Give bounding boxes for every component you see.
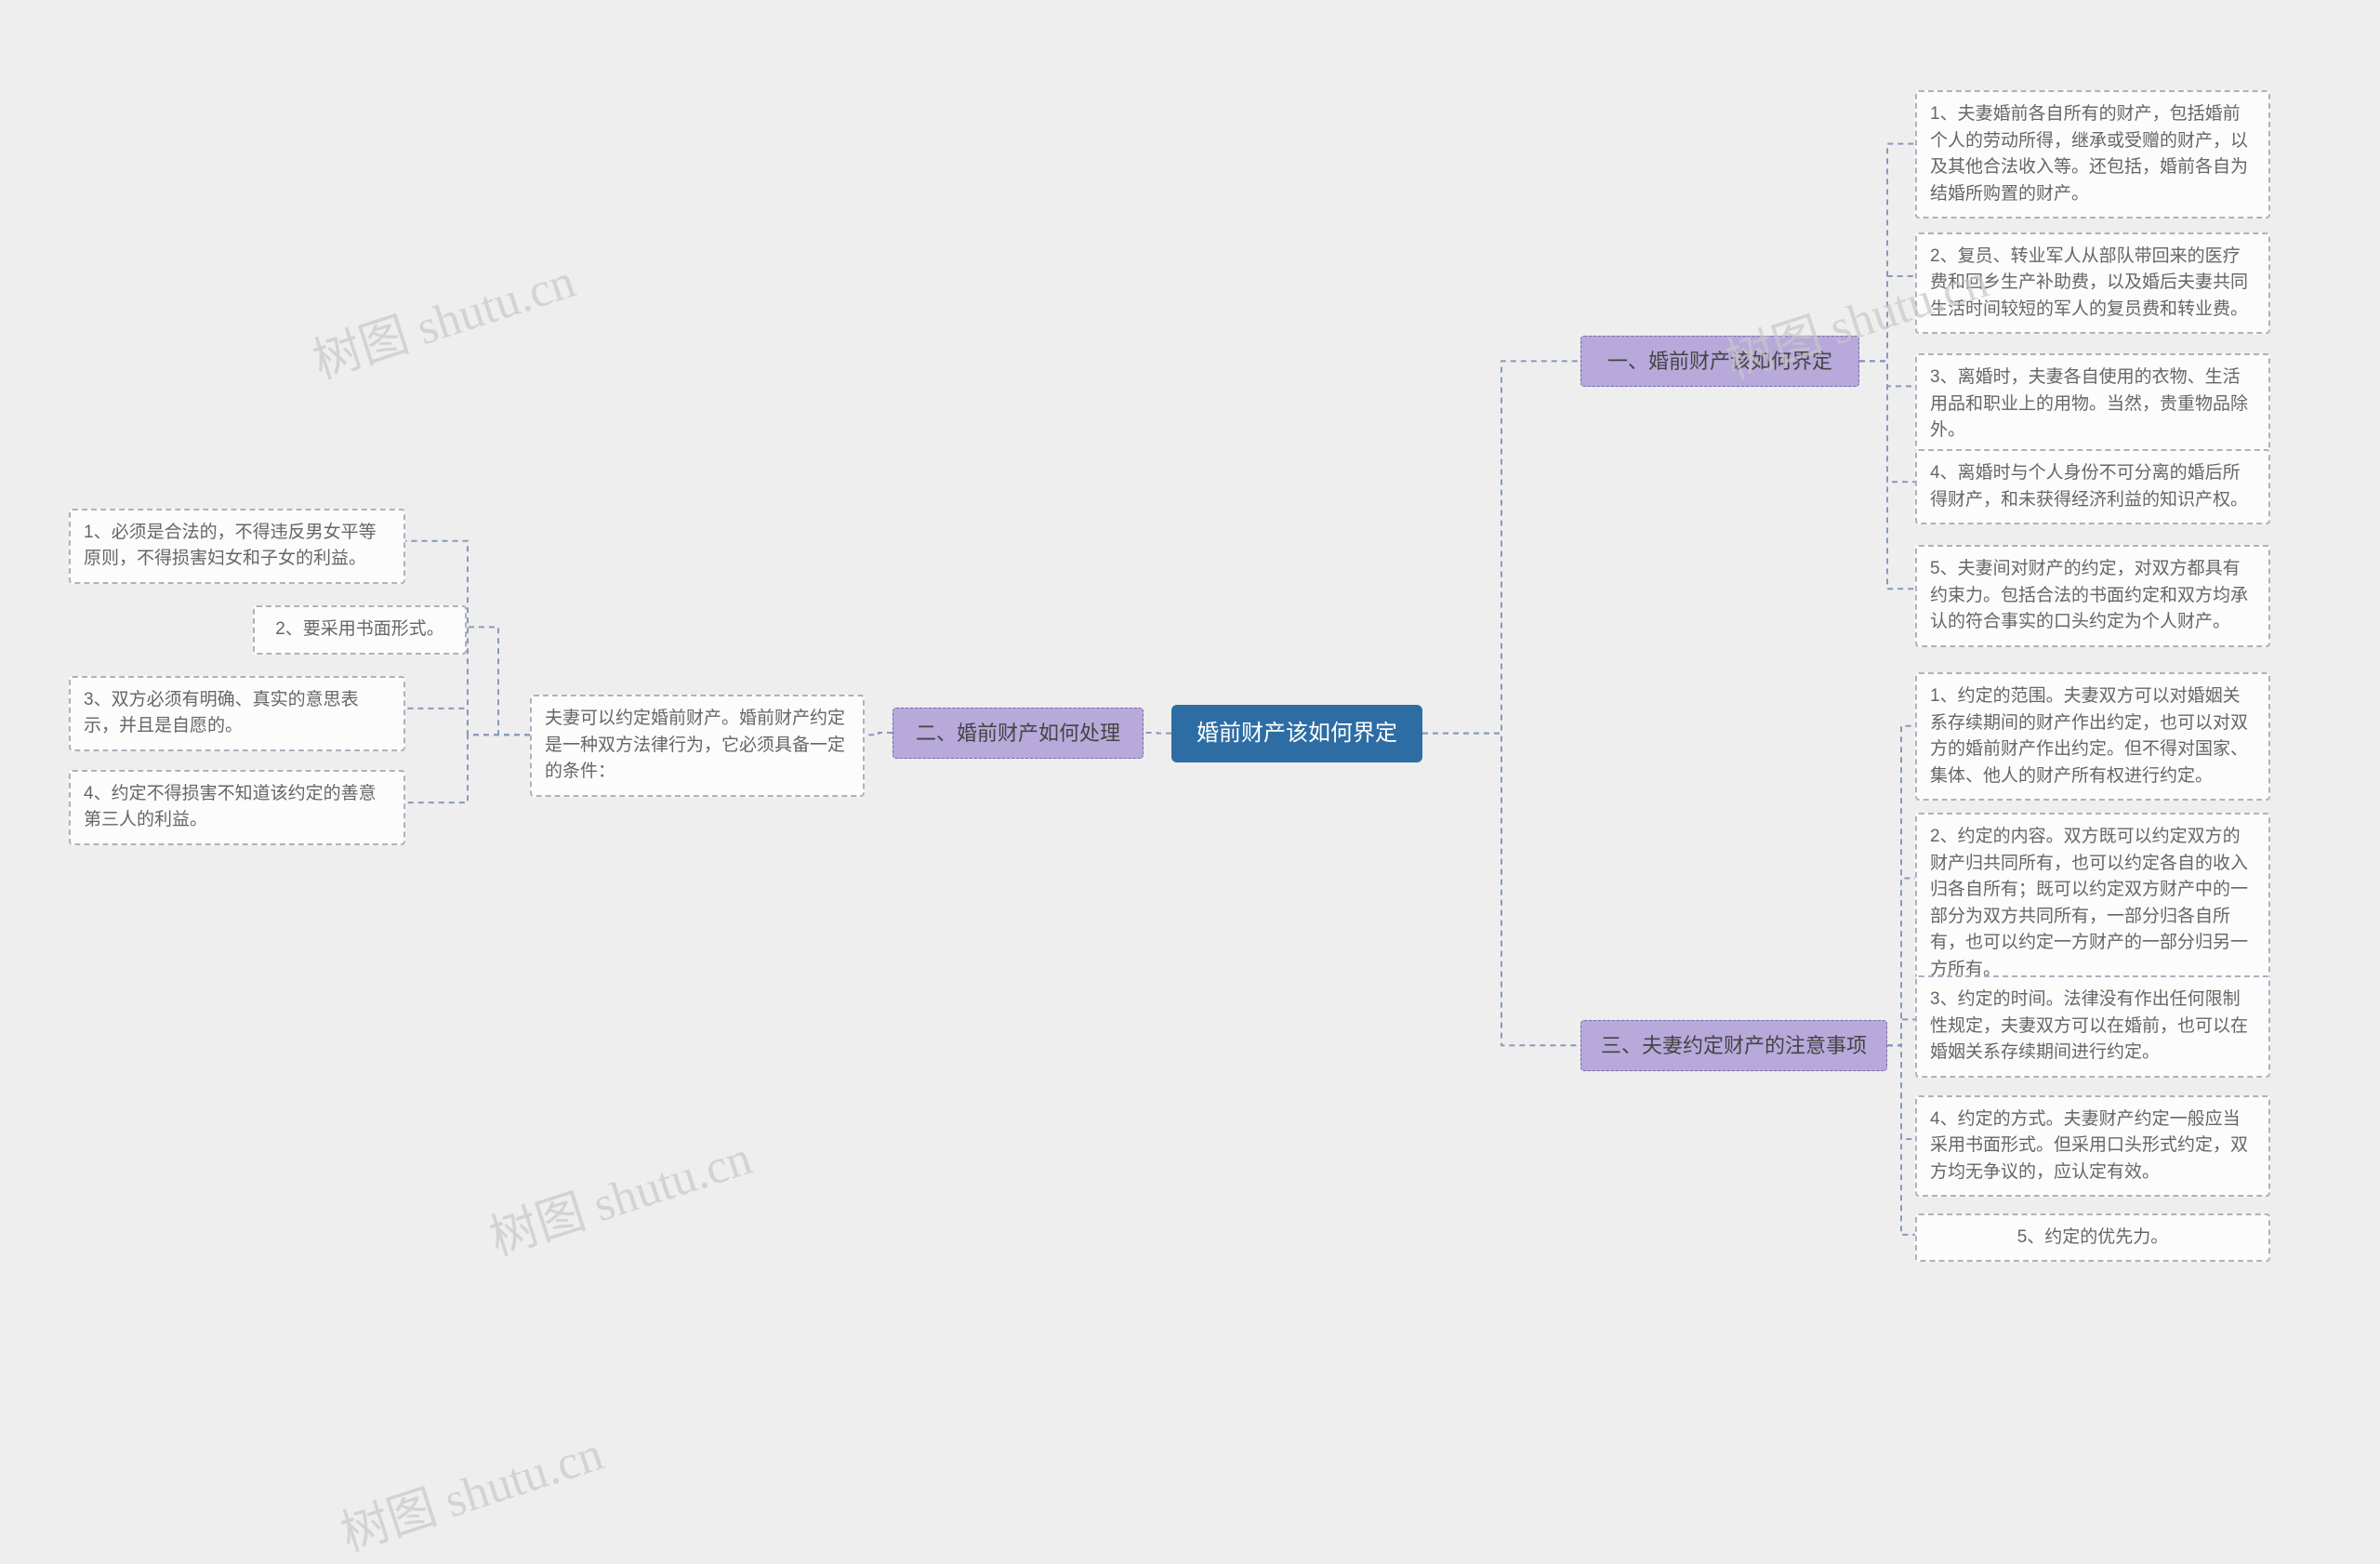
branch-1-leaf-1[interactable]: 1、夫妻婚前各自所有的财产，包括婚前个人的劳动所得，继承或受赠的财产，以及其他合… bbox=[1915, 90, 2270, 219]
branch-1-leaf-5[interactable]: 5、夫妻间对财产的约定，对双方都具有约束力。包括合法的书面约定和双方均承认的符合… bbox=[1915, 545, 2270, 647]
branch-1-leaf-2[interactable]: 2、复员、转业军人从部队带回来的医疗费和回乡生产补助费，以及婚后夫妻共同生活时间… bbox=[1915, 232, 2270, 335]
branch-2-leaf-3[interactable]: 3、双方必须有明确、真实的意思表示，并且是自愿的。 bbox=[69, 676, 405, 751]
branch-2-leaf-2[interactable]: 2、要采用书面形式。 bbox=[253, 605, 467, 655]
root-node[interactable]: 婚前财产该如何界定 bbox=[1171, 705, 1422, 762]
branch-1-leaf-4[interactable]: 4、离婚时与个人身份不可分离的婚后所得财产，和未获得经济利益的知识产权。 bbox=[1915, 449, 2270, 524]
watermark: 树图 shutu.cn bbox=[303, 242, 583, 391]
branch-2-leaf-4[interactable]: 4、约定不得损害不知道该约定的善意第三人的利益。 bbox=[69, 770, 405, 845]
watermark: 树图 shutu.cn bbox=[331, 1414, 611, 1564]
branch-3-leaf-2[interactable]: 2、约定的内容。双方既可以约定双方的财产归共同所有，也可以约定各自的收入归各自所… bbox=[1915, 813, 2270, 994]
branch-2-mid[interactable]: 夫妻可以约定婚前财产。婚前财产约定是一种双方法律行为，它必须具备一定的条件： bbox=[530, 695, 865, 797]
branch-3[interactable]: 三、夫妻约定财产的注意事项 bbox=[1580, 1020, 1887, 1071]
branch-1[interactable]: 一、婚前财产该如何界定 bbox=[1580, 336, 1859, 387]
branch-2-leaf-1[interactable]: 1、必须是合法的，不得违反男女平等原则，不得损害妇女和子女的利益。 bbox=[69, 509, 405, 584]
branch-3-leaf-1[interactable]: 1、约定的范围。夫妻双方可以对婚姻关系存续期间的财产作出约定，也可以对双方的婚前… bbox=[1915, 672, 2270, 801]
branch-3-leaf-3[interactable]: 3、约定的时间。法律没有作出任何限制性规定，夫妻双方可以在婚前，也可以在婚姻关系… bbox=[1915, 975, 2270, 1078]
branch-3-leaf-5[interactable]: 5、约定的优先力。 bbox=[1915, 1213, 2270, 1263]
branch-2[interactable]: 二、婚前财产如何处理 bbox=[892, 708, 1144, 759]
branch-1-leaf-3[interactable]: 3、离婚时，夫妻各自使用的衣物、生活用品和职业上的用物。当然，贵重物品除外。 bbox=[1915, 353, 2270, 456]
watermark: 树图 shutu.cn bbox=[480, 1119, 760, 1268]
branch-3-leaf-4[interactable]: 4、约定的方式。夫妻财产约定一般应当采用书面形式。但采用口头形式约定，双方均无争… bbox=[1915, 1095, 2270, 1198]
